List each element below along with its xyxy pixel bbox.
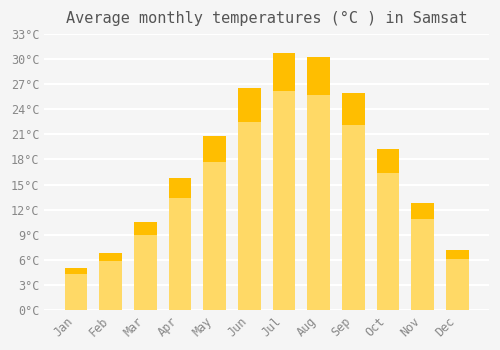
Bar [377,149,400,173]
Bar [168,178,192,198]
Bar [308,57,330,95]
Bar [412,203,434,219]
Bar [446,250,468,310]
Bar [272,52,295,91]
Bar [342,93,364,125]
Bar [64,268,87,274]
Title: Average monthly temperatures (°C ) in Samsat: Average monthly temperatures (°C ) in Sa… [66,11,468,26]
Bar [238,89,260,310]
Bar [100,253,122,310]
Bar [308,57,330,310]
Bar [168,178,192,310]
Bar [238,89,260,122]
Bar [342,93,364,310]
Bar [377,149,400,310]
Bar [272,52,295,310]
Bar [134,222,156,310]
Bar [64,268,87,310]
Bar [446,250,468,259]
Bar [204,136,226,310]
Bar [412,203,434,310]
Bar [204,136,226,162]
Bar [134,222,156,235]
Bar [100,253,122,261]
